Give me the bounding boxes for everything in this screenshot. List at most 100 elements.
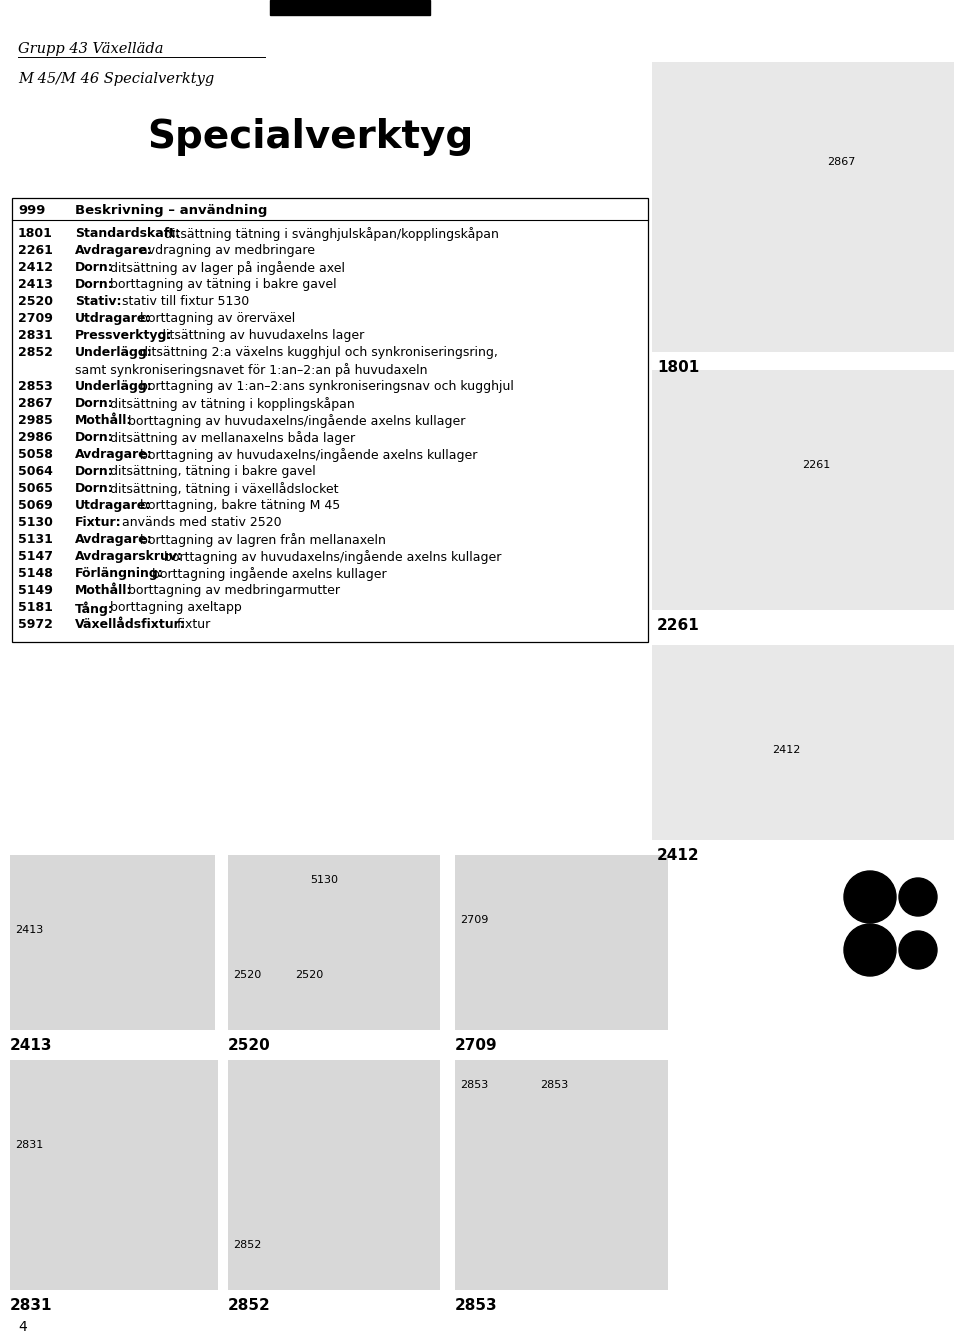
Text: 2853: 2853	[540, 1080, 568, 1090]
Bar	[455, 1060, 668, 1290]
Bar	[455, 854, 668, 1029]
Text: Dorn:: Dorn:	[75, 397, 113, 410]
Text: ditsättning av huvudaxelns lager: ditsättning av huvudaxelns lager	[155, 329, 365, 342]
Text: 2853: 2853	[455, 1298, 497, 1313]
Text: borttagning axeltapp: borttagning axeltapp	[106, 602, 241, 614]
Text: 2261: 2261	[18, 243, 53, 257]
Text: borttagning av örerväxel: borttagning av örerväxel	[136, 312, 296, 325]
Text: 2831: 2831	[15, 1140, 43, 1150]
Text: Beskrivning – användning: Beskrivning – användning	[75, 205, 268, 217]
Text: Underlägg:: Underlägg:	[75, 380, 153, 393]
Text: ditsättning av lager på ingående axel: ditsättning av lager på ingående axel	[106, 261, 345, 275]
Text: 2985: 2985	[18, 414, 53, 427]
Text: 2412: 2412	[772, 745, 801, 755]
Text: ditsättning, tätning i växellådslocket: ditsättning, tätning i växellådslocket	[106, 483, 338, 496]
Text: Utdragare:: Utdragare:	[75, 312, 152, 325]
Text: 5149: 5149	[18, 584, 53, 598]
Text: borttagning ingående axelns kullager: borttagning ingående axelns kullager	[148, 567, 387, 582]
Text: ditsättning av mellanaxelns båda lager: ditsättning av mellanaxelns båda lager	[106, 431, 354, 445]
Text: 1801: 1801	[657, 360, 699, 374]
Text: Dorn:: Dorn:	[75, 483, 113, 495]
Text: borttagning av tätning i bakre gavel: borttagning av tätning i bakre gavel	[106, 278, 336, 291]
Text: används med stativ 2520: används med stativ 2520	[118, 516, 281, 529]
Bar	[228, 1060, 440, 1290]
Text: 2831: 2831	[18, 329, 53, 342]
Text: 5065: 5065	[18, 483, 53, 495]
Text: borttagning av huvudaxelns/ingående axelns kullager: borttagning av huvudaxelns/ingående axel…	[160, 550, 502, 564]
Text: 2520: 2520	[18, 295, 53, 308]
Text: Mothåll:: Mothåll:	[75, 584, 132, 598]
Text: Fixtur:: Fixtur:	[75, 516, 122, 529]
Text: fixtur: fixtur	[173, 618, 210, 631]
Text: 5058: 5058	[18, 448, 53, 461]
Text: 5181: 5181	[18, 602, 53, 614]
Text: 2412: 2412	[657, 848, 700, 862]
Text: borttagning, bakre tätning M 45: borttagning, bakre tätning M 45	[136, 499, 340, 512]
Bar	[652, 644, 954, 840]
Text: 2852: 2852	[18, 346, 53, 360]
Bar	[652, 370, 954, 610]
Text: 999: 999	[18, 205, 45, 217]
Text: Dorn:: Dorn:	[75, 465, 113, 479]
Text: 2520: 2520	[228, 1038, 271, 1054]
Text: Avdragarskruv:: Avdragarskruv:	[75, 550, 183, 563]
Text: Avdragare:: Avdragare:	[75, 243, 153, 257]
Bar	[10, 854, 215, 1029]
Bar	[228, 854, 440, 1029]
Text: Växellådsfixtur:: Växellådsfixtur:	[75, 618, 185, 631]
Text: Pressverktyg:: Pressverktyg:	[75, 329, 173, 342]
Text: 2413: 2413	[15, 925, 43, 935]
Text: Stativ:: Stativ:	[75, 295, 122, 308]
Text: Standardskaft:: Standardskaft:	[75, 227, 180, 241]
Text: 2261: 2261	[657, 618, 700, 632]
Text: ditsättning tätning i svänghjulskåpan/kopplingskåpan: ditsättning tätning i svänghjulskåpan/ko…	[160, 227, 499, 241]
Text: 5972: 5972	[18, 618, 53, 631]
Text: 2853: 2853	[460, 1080, 489, 1090]
Text: Avdragare:: Avdragare:	[75, 448, 153, 461]
Text: borttagning av huvudaxelns/ingående axelns kullager: borttagning av huvudaxelns/ingående axel…	[136, 448, 477, 463]
Text: M 45/M 46 Specialverktyg: M 45/M 46 Specialverktyg	[18, 72, 214, 86]
Text: borttagning av lagren från mellanaxeln: borttagning av lagren från mellanaxeln	[136, 533, 386, 547]
Bar	[12, 198, 648, 642]
Text: Dorn:: Dorn:	[75, 431, 113, 444]
Text: 2867: 2867	[18, 397, 53, 410]
Bar	[10, 1060, 218, 1290]
Text: 2520: 2520	[295, 971, 324, 980]
Text: Grupp 43 Växelläda: Grupp 43 Växelläda	[18, 41, 163, 56]
Text: ditsättning av tätning i kopplingskåpan: ditsättning av tätning i kopplingskåpan	[106, 397, 354, 410]
Text: 2709: 2709	[18, 312, 53, 325]
Text: ditsättning, tätning i bakre gavel: ditsättning, tätning i bakre gavel	[106, 465, 315, 479]
Text: Tång:: Tång:	[75, 602, 114, 615]
Text: 1801: 1801	[18, 227, 53, 241]
Text: Dorn:: Dorn:	[75, 261, 113, 274]
Bar	[652, 62, 954, 352]
Circle shape	[899, 931, 937, 969]
Text: 2986: 2986	[18, 431, 53, 444]
Text: 2852: 2852	[228, 1298, 271, 1313]
Text: Förlängning:: Förlängning:	[75, 567, 164, 580]
Text: Dorn:: Dorn:	[75, 278, 113, 291]
Text: ditsättning 2:a växelns kugghjul och synkroniseringsring,: ditsättning 2:a växelns kugghjul och syn…	[136, 346, 498, 360]
Text: 5131: 5131	[18, 533, 53, 545]
Text: 5069: 5069	[18, 499, 53, 512]
Text: avdragning av medbringare: avdragning av medbringare	[136, 243, 315, 257]
Text: 5064: 5064	[18, 465, 53, 479]
Text: stativ till fixtur 5130: stativ till fixtur 5130	[118, 295, 249, 308]
Bar	[270, 0, 430, 15]
Text: 5130: 5130	[18, 516, 53, 529]
Circle shape	[844, 870, 896, 923]
Text: 2852: 2852	[233, 1239, 261, 1250]
Text: 2709: 2709	[455, 1038, 497, 1054]
Text: 2261: 2261	[802, 460, 830, 471]
Text: 2413: 2413	[10, 1038, 53, 1054]
Text: 2831: 2831	[10, 1298, 53, 1313]
Text: borttagning av huvudaxelns/ingående axelns kullager: borttagning av huvudaxelns/ingående axel…	[124, 414, 466, 428]
Circle shape	[899, 878, 937, 916]
Text: borttagning av 1:an–2:ans synkroniseringsnav och kugghjul: borttagning av 1:an–2:ans synkronisering…	[136, 380, 514, 393]
Text: 2867: 2867	[827, 156, 855, 167]
Text: 5130: 5130	[310, 874, 338, 885]
Text: 2412: 2412	[18, 261, 53, 274]
Text: borttagning av medbringarmutter: borttagning av medbringarmutter	[124, 584, 340, 598]
Text: 5147: 5147	[18, 550, 53, 563]
Text: Mothåll:: Mothåll:	[75, 414, 132, 427]
